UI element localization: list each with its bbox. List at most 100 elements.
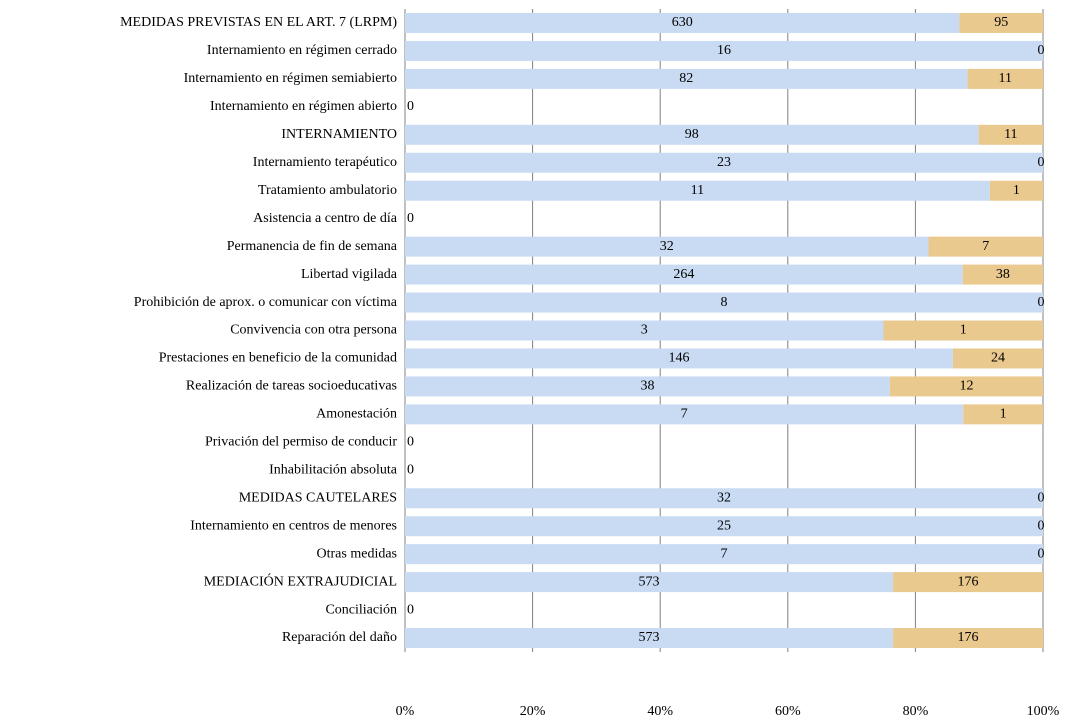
bar-segment <box>962 264 1043 285</box>
y-tick-label: Amonestación <box>316 407 397 422</box>
data-label: 32 <box>717 490 731 505</box>
data-label: 0 <box>407 435 414 450</box>
bar-segment <box>952 348 1043 369</box>
x-tick-label: 40% <box>647 704 673 719</box>
bar-segment <box>405 12 960 33</box>
bar-segment <box>405 628 894 649</box>
data-label: 176 <box>958 630 979 645</box>
bar-segment <box>405 320 884 341</box>
data-label: 98 <box>685 127 699 142</box>
y-tick-label: MEDIDAS CAUTELARES <box>239 490 397 505</box>
data-label: 0 <box>407 211 414 226</box>
data-label: 24 <box>991 351 1005 366</box>
y-tick-label: MEDIDAS PREVISTAS EN EL ART. 7 (LRPM) <box>120 15 397 30</box>
bar-segment <box>889 376 1043 397</box>
y-tick-label: Privación del permiso de conducir <box>205 435 397 450</box>
bar-segment <box>978 124 1043 145</box>
data-label: 264 <box>673 267 694 282</box>
data-label: 176 <box>958 574 979 589</box>
y-tick-label: Internamiento en régimen cerrado <box>207 43 397 58</box>
bar-segment <box>959 12 1043 33</box>
y-tick-label: MEDIACIÓN EXTRAJUDICIAL <box>204 572 397 589</box>
x-tick-label: 0% <box>396 704 415 719</box>
bar-segment <box>405 488 1043 509</box>
bar-segment <box>989 180 1043 201</box>
x-tick-label: 20% <box>520 704 546 719</box>
data-label: 630 <box>672 15 693 30</box>
data-label: 82 <box>679 71 693 86</box>
bar-segment <box>405 124 979 145</box>
bar-segment <box>405 516 1043 537</box>
data-label: 11 <box>999 71 1012 86</box>
y-tick-label: Inhabilitación absoluta <box>269 463 398 478</box>
x-tick-label: 60% <box>775 704 801 719</box>
y-tick-label: Permanencia de fin de semana <box>227 239 398 254</box>
data-label: 0 <box>1038 43 1045 58</box>
data-label: 7 <box>681 407 688 422</box>
bar-segment <box>405 236 929 257</box>
y-tick-label: Prohibición de aprox. o comunicar con ví… <box>134 295 398 310</box>
x-tick-label: 80% <box>903 704 929 719</box>
bar-segment <box>405 264 963 285</box>
y-tick-label: Internamiento terapéutico <box>253 155 397 170</box>
y-tick-label: Convivencia con otra persona <box>230 323 398 338</box>
y-tick-label: Internamiento en régimen semiabierto <box>184 71 397 86</box>
data-label: 0 <box>1038 518 1045 533</box>
y-tick-label: Realización de tareas socioeducativas <box>186 379 397 394</box>
y-tick-label: Prestaciones en beneficio de la comunida… <box>159 351 397 366</box>
data-label: 12 <box>959 379 973 394</box>
bar-segment <box>405 404 964 425</box>
data-label: 16 <box>717 43 731 58</box>
bar-segment <box>405 152 1043 173</box>
data-label: 0 <box>407 99 414 114</box>
data-label: 38 <box>640 379 654 394</box>
data-label: 0 <box>1038 295 1045 310</box>
data-label: 0 <box>407 602 414 617</box>
data-label: 0 <box>407 463 414 478</box>
bar-segment <box>893 572 1043 593</box>
x-tick-label: 100% <box>1027 704 1060 719</box>
data-label: 7 <box>721 546 728 561</box>
data-label: 38 <box>996 267 1010 282</box>
bar-segment <box>405 68 968 89</box>
data-label: 1 <box>1013 183 1020 198</box>
data-label: 7 <box>982 239 989 254</box>
data-label: 0 <box>1038 155 1045 170</box>
y-tick-label: INTERNAMIENTO <box>281 127 397 142</box>
bar-segment <box>963 404 1043 425</box>
bar-segment <box>967 68 1043 89</box>
bar-segment <box>883 320 1043 341</box>
y-tick-label: Reparación del daño <box>282 630 397 645</box>
y-tick-label: Otras medidas <box>317 546 397 561</box>
data-label: 95 <box>994 15 1008 30</box>
y-tick-label: Conciliación <box>325 602 397 617</box>
data-label: 146 <box>668 351 689 366</box>
bar-segment <box>405 544 1043 565</box>
y-tick-label: Libertad vigilada <box>301 267 398 282</box>
data-label: 11 <box>691 183 704 198</box>
bar-segment <box>928 236 1043 257</box>
bar-segment <box>893 628 1043 649</box>
bar-segment <box>405 348 953 369</box>
data-label: 23 <box>717 155 731 170</box>
y-tick-label: Internamiento en régimen abierto <box>210 99 397 114</box>
bar-segment <box>405 376 890 397</box>
data-label: 8 <box>721 295 728 310</box>
y-tick-label: Tratamiento ambulatorio <box>258 183 397 198</box>
data-label: 0 <box>1038 546 1045 561</box>
data-label: 25 <box>717 518 731 533</box>
data-label: 32 <box>660 239 674 254</box>
bar-segment <box>405 40 1043 61</box>
bar-segment <box>405 572 894 593</box>
data-label: 573 <box>639 574 660 589</box>
data-label: 11 <box>1004 127 1017 142</box>
data-label: 3 <box>641 323 648 338</box>
data-label: 1 <box>960 323 967 338</box>
y-tick-label: Internamiento en centros de menores <box>190 518 397 533</box>
bar-segment <box>405 292 1043 313</box>
data-label: 573 <box>639 630 660 645</box>
data-label: 0 <box>1038 490 1045 505</box>
y-tick-label: Asistencia a centro de día <box>253 211 398 226</box>
bar-segment <box>405 180 990 201</box>
